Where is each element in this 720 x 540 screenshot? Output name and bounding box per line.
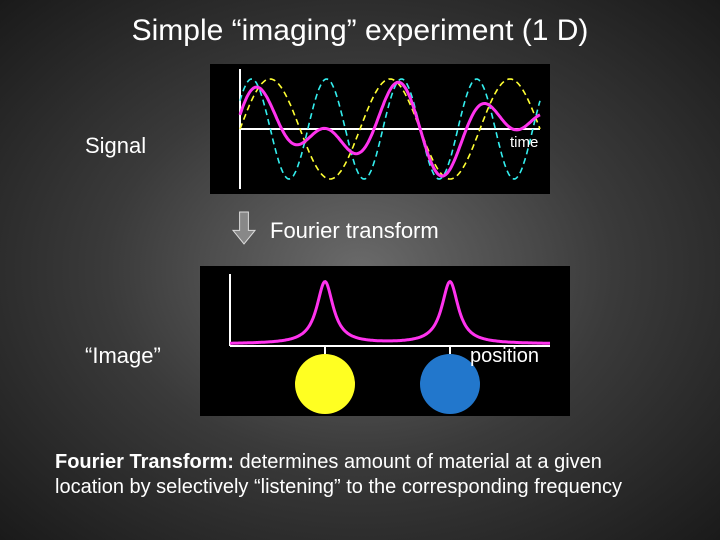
signal-chart: time: [210, 64, 550, 194]
down-arrow-icon: [230, 210, 260, 250]
image-chart: [200, 266, 570, 416]
footer-lead: Fourier Transform:: [55, 451, 234, 473]
signal-label: Signal: [85, 133, 146, 159]
footer-explanation: Fourier Transform: determines amount of …: [55, 450, 665, 500]
position-axis-label: position: [470, 345, 539, 368]
image-label: “Image”: [85, 343, 161, 369]
fourier-transform-arrow-row: Fourier transform: [230, 210, 530, 250]
fourier-transform-label: Fourier transform: [270, 218, 439, 244]
svg-text:time: time: [510, 134, 538, 151]
page-title: Simple “imaging” experiment (1 D): [0, 14, 720, 48]
